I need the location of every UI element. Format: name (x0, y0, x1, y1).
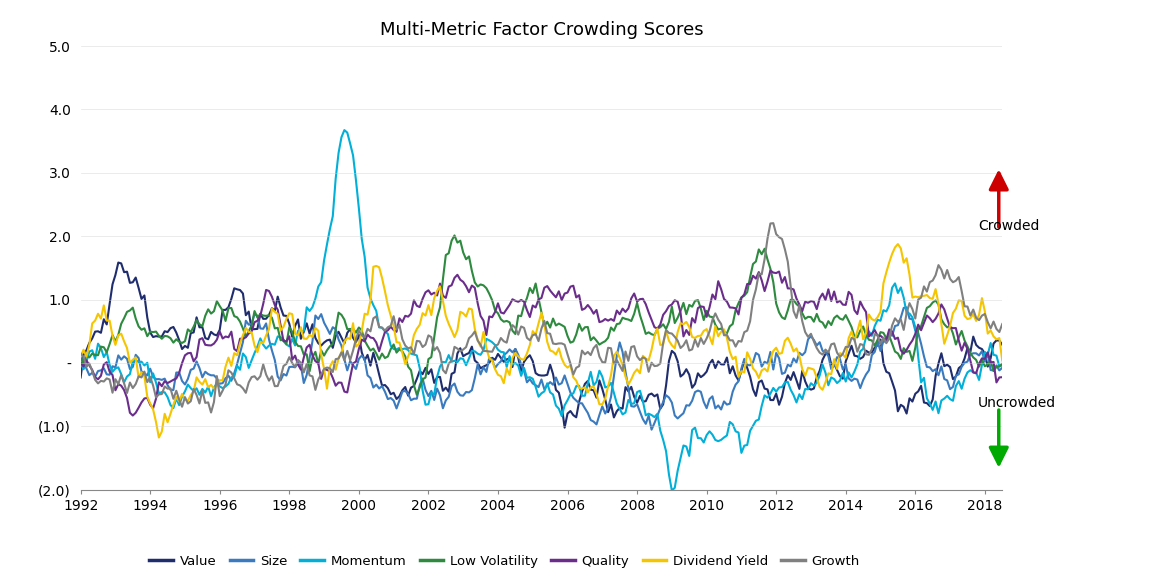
Size (670, 415, 684, 422)
Dividend Yield (990, 336, 1003, 343)
Line: Low Volatility: Low Volatility (81, 236, 1002, 395)
Quality (995, 374, 1009, 381)
Momentum (995, 362, 1009, 369)
Quality (969, 370, 983, 377)
Growth (879, 340, 893, 347)
Quality (764, 267, 778, 274)
Dividend Yield (670, 328, 684, 335)
Low Volatility (674, 308, 688, 314)
Size (969, 350, 983, 357)
Low Volatility (969, 357, 983, 363)
Line: Value: Value (81, 263, 1002, 427)
Line: Growth: Growth (81, 223, 1002, 412)
Low Volatility (135, 326, 149, 333)
Dividend Yield (74, 353, 88, 360)
Title: Multi-Metric Factor Crowding Scores: Multi-Metric Factor Crowding Scores (380, 21, 703, 39)
Momentum (674, 454, 688, 461)
Quality (670, 298, 684, 305)
Quality (879, 336, 893, 343)
Dividend Yield (152, 434, 166, 441)
Size (645, 426, 659, 433)
Momentum (879, 308, 893, 315)
Line: Dividend Yield: Dividend Yield (81, 244, 1002, 438)
Value (674, 373, 688, 380)
Legend: Value, Size, Momentum, Low Volatility, Quality, Dividend Yield, Growth: Value, Size, Momentum, Low Volatility, Q… (144, 550, 865, 573)
Growth (995, 321, 1009, 328)
Value (558, 424, 571, 431)
Quality (990, 379, 1003, 386)
Growth (766, 219, 780, 226)
Low Volatility (410, 391, 424, 398)
Size (995, 365, 1009, 372)
Value (343, 325, 357, 332)
Quality (137, 395, 151, 402)
Growth (990, 325, 1003, 332)
Value (74, 374, 88, 381)
Line: Size: Size (81, 308, 1002, 430)
Value (995, 341, 1009, 348)
Momentum (338, 127, 351, 134)
Size (990, 362, 1003, 369)
Quality (126, 412, 139, 419)
Growth (969, 314, 983, 321)
Dividend Yield (995, 357, 1009, 364)
Momentum (665, 487, 679, 494)
Growth (670, 337, 684, 344)
Dividend Yield (969, 317, 983, 324)
Growth (204, 409, 218, 416)
Dividend Yield (890, 241, 904, 248)
Low Volatility (74, 353, 88, 360)
Dividend Yield (135, 369, 149, 376)
Line: Quality: Quality (81, 271, 1002, 415)
Value (969, 342, 983, 348)
Growth (343, 357, 357, 363)
Low Volatility (340, 325, 354, 332)
Line: Momentum: Momentum (81, 130, 1002, 491)
Growth (74, 350, 88, 357)
Low Volatility (995, 360, 1009, 367)
Quality (343, 374, 357, 381)
Text: Crowded: Crowded (978, 219, 1039, 233)
Momentum (990, 352, 1003, 359)
Momentum (74, 359, 88, 366)
Low Volatility (879, 335, 893, 342)
Value (137, 292, 151, 299)
Momentum (969, 369, 983, 376)
Low Volatility (990, 363, 1003, 370)
Size (877, 338, 890, 344)
Dividend Yield (877, 280, 890, 287)
Size (74, 353, 88, 360)
Text: Uncrowded: Uncrowded (978, 396, 1056, 410)
Dividend Yield (343, 335, 357, 342)
Size (900, 304, 914, 311)
Value (879, 368, 893, 375)
Momentum (135, 358, 149, 365)
Low Volatility (448, 232, 462, 239)
Size (340, 367, 354, 374)
Size (135, 368, 149, 375)
Growth (135, 374, 149, 381)
Value (112, 259, 126, 266)
Momentum (343, 140, 357, 147)
Quality (74, 359, 88, 366)
Value (990, 337, 1003, 344)
